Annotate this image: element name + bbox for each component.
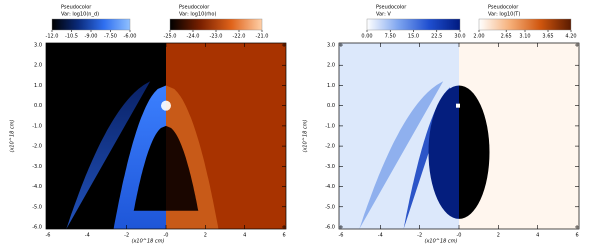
x-tick-label: -2 — [124, 233, 129, 239]
colorbar-tick-label: -25.0 — [164, 34, 177, 40]
bubble — [459, 85, 490, 219]
y-tick-label: 3.0 — [327, 43, 335, 49]
x-tick-label: -2 — [417, 233, 422, 239]
colorbar — [169, 18, 263, 31]
y-tick-label: -4.0 — [325, 184, 335, 190]
x-tick-label: -6 — [45, 233, 50, 239]
pseudocolor-image — [339, 43, 579, 229]
wake — [166, 125, 199, 211]
y-tick-label: 0.0 — [34, 103, 42, 109]
x-tick-label: 2 — [204, 233, 207, 239]
x-tick-label: -0 — [457, 233, 462, 239]
y-tick-label: 2.0 — [327, 63, 335, 69]
colorbar-tick-label: 3.10 — [519, 34, 530, 40]
star — [456, 103, 460, 108]
colorbar — [366, 18, 461, 31]
x-tick-label: -6 — [338, 233, 343, 239]
left-half — [46, 43, 166, 229]
colorbar-tick-label: -7.50 — [104, 34, 117, 40]
colorbar-variable: Var: V — [376, 12, 391, 18]
bubble — [428, 85, 459, 219]
colorbar — [51, 18, 131, 31]
x-axis-label: (x10^18 cm) — [132, 239, 165, 244]
colorbar-tick-label: -9.00 — [85, 34, 98, 40]
x-tick-label: 2 — [497, 233, 500, 239]
x-tick-label: 4 — [243, 233, 246, 239]
colorbar-tick-label: -24.0 — [187, 34, 200, 40]
x-tick-label: -4 — [378, 233, 383, 239]
colorbar-title: Pseudocolor — [376, 5, 407, 11]
y-tick-label: -4.0 — [32, 184, 42, 190]
colorbar-title: Pseudocolor — [61, 5, 92, 11]
colorbar-tick-label: 3.65 — [542, 34, 553, 40]
colorbar-tick-label: 30.0 — [454, 34, 465, 40]
y-tick-label: -3.0 — [325, 164, 335, 170]
y-tick-label: -1.0 — [32, 123, 42, 129]
x-tick-label: 6 — [282, 233, 285, 239]
colorbar-tick-label: 22.5 — [431, 34, 442, 40]
right-half — [459, 43, 579, 229]
y-tick-label: -2.0 — [325, 144, 335, 150]
colorbar-variable: Var: log10(T) — [488, 12, 520, 18]
x-tick-label: 4 — [536, 233, 539, 239]
colorbar-title: Pseudocolor — [488, 5, 519, 11]
y-tick-label: -3.0 — [32, 164, 42, 170]
colorbar-tick-label: 2.00 — [473, 34, 484, 40]
colorbar-tick-label: -6.00 — [124, 34, 137, 40]
y-axis-label: (x10^18 cm) — [10, 119, 16, 152]
y-tick-label: -6.0 — [325, 224, 335, 230]
y-tick-label: -2.0 — [32, 144, 42, 150]
x-tick-label: 6 — [575, 233, 578, 239]
y-tick-label: 1.0 — [34, 83, 42, 89]
wake — [133, 125, 166, 211]
x-tick-label: -0 — [164, 233, 169, 239]
colorbar-tick-label: -10.5 — [65, 34, 78, 40]
colorbar-variable: Var: log10(n_d) — [61, 12, 99, 18]
pseudocolor-image — [46, 43, 286, 229]
y-axis-label: (x10^18 cm) — [303, 119, 309, 152]
y-tick-label: 1.0 — [327, 83, 335, 89]
colorbar-tick-label: 7.50 — [385, 34, 396, 40]
colorbar-tick-label: 4.20 — [565, 34, 576, 40]
colorbar — [478, 18, 572, 31]
x-tick-label: -4 — [85, 233, 90, 239]
colorbar-tick-label: 2.65 — [501, 34, 512, 40]
colorbar-tick-label: -22.0 — [233, 34, 246, 40]
star — [161, 100, 171, 111]
left-half — [339, 43, 459, 229]
colorbar-tick-label: -21.0 — [256, 34, 269, 40]
y-tick-label: 3.0 — [34, 43, 42, 49]
y-tick-label: -1.0 — [325, 123, 335, 129]
shock-inner — [403, 87, 451, 229]
shock-outer — [359, 81, 444, 229]
colorbar-tick-label: 0.00 — [361, 34, 372, 40]
colorbar-tick-label: -12.0 — [46, 34, 59, 40]
y-tick-label: -5.0 — [32, 204, 42, 210]
colorbar-variable: Var: log10(rho) — [179, 12, 216, 18]
y-tick-label: -6.0 — [32, 224, 42, 230]
x-axis-label: (x10^18 cm) — [425, 239, 458, 244]
colorbar-tick-label: 15.0 — [408, 34, 419, 40]
y-tick-label: -5.0 — [325, 204, 335, 210]
y-tick-label: 2.0 — [34, 63, 42, 69]
shock-outer — [66, 81, 151, 229]
colorbar-title: Pseudocolor — [179, 5, 210, 11]
y-tick-label: 0.0 — [327, 103, 335, 109]
right-half — [166, 43, 286, 229]
colorbar-tick-label: -23.0 — [210, 34, 223, 40]
